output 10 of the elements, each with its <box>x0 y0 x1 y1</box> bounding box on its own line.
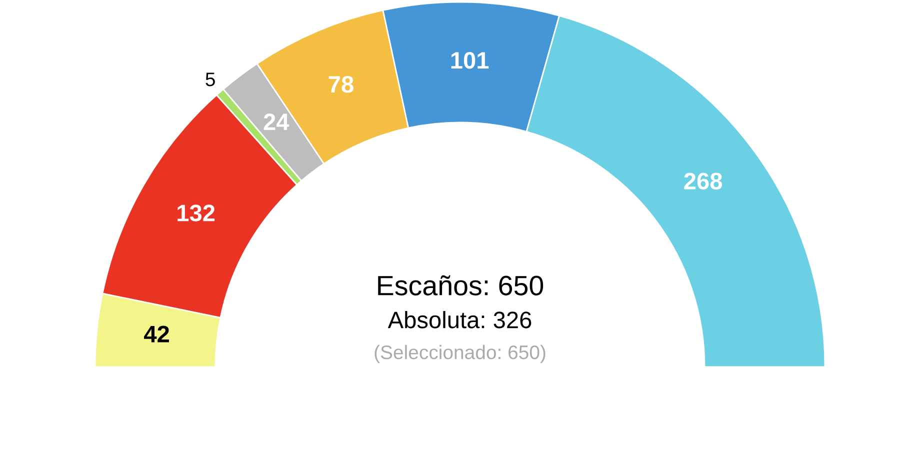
data-label: 5 <box>206 72 215 86</box>
data-label: 268 <box>684 172 722 190</box>
text: (Seleccionado: 650) <box>374 344 546 364</box>
text: Escaños: 650 <box>378 275 544 296</box>
data-label: 132 <box>178 204 215 222</box>
data-label: 101 <box>451 52 489 69</box>
data-label: 24 <box>264 114 290 130</box>
data-label: 42 <box>144 326 169 342</box>
text: Absoluta: 326 <box>388 310 532 328</box>
data-label: 78 <box>328 76 354 93</box>
